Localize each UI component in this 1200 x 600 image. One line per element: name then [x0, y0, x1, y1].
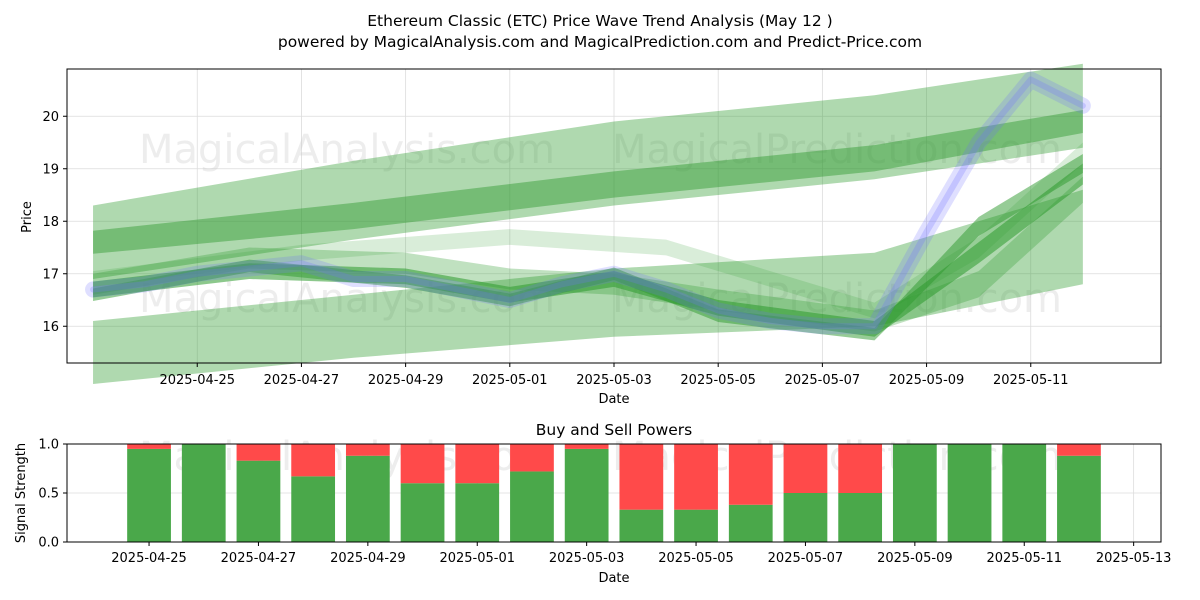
buy-power-bar [181, 444, 226, 542]
y-tick-label: 1.0 [38, 438, 59, 453]
price-chart: MagicalAnalysis.com MagicalPrediction.co… [20, 63, 1162, 407]
sell-power-bar [564, 444, 609, 449]
y-tick-label: 18 [42, 215, 59, 230]
wave-band [93, 109, 1083, 254]
buy-power-bar [892, 444, 937, 542]
y-tick-label: 19 [42, 162, 59, 177]
buy-power-bar [728, 504, 773, 542]
x-tick-label: 2025-05-01 [439, 551, 515, 566]
price-series-line [85, 71, 1091, 335]
chart-title-line2: powered by MagicalAnalysis.com and Magic… [278, 33, 922, 51]
buy-power-bar [1057, 455, 1101, 542]
buy-power-bar [1002, 444, 1047, 542]
x-tick-label: 2025-05-09 [877, 551, 953, 566]
x-tick-label: 2025-05-11 [993, 373, 1069, 388]
x-tick-label: 2025-04-27 [264, 373, 340, 388]
x-tick-label: 2025-04-25 [111, 551, 187, 566]
x-tick-label: 2025-04-29 [330, 551, 406, 566]
price-chart-x-ticks: 2025-04-25 2025-04-27 2025-04-29 2025-05-01… [159, 363, 1069, 388]
buy-power-bar [783, 493, 828, 542]
buy-power-bar [947, 444, 992, 542]
watermark-text: MagicalPrediction.com [612, 127, 1062, 173]
wave-band [93, 176, 1083, 332]
sell-power-bar [728, 444, 773, 505]
sell-power-bar [1057, 444, 1101, 456]
price-series-line [90, 76, 1086, 330]
price-chart-xlabel: Date [598, 392, 629, 407]
signal-chart-xlabel: Date [598, 571, 629, 586]
sell-power-bar [455, 444, 500, 484]
signal-chart-x-ticks: 2025-04-25 2025-04-27 2025-04-29 2025-05-01… [111, 542, 1171, 566]
signal-chart-ylabel: Signal Strength [14, 443, 29, 543]
sell-power-bar [400, 444, 445, 484]
signal-chart-y-ticks: 0.0 0.5 1.0 [38, 438, 67, 551]
x-tick-label: 2025-05-13 [1096, 551, 1172, 566]
sell-power-bar [619, 444, 664, 510]
y-tick-label: 17 [42, 267, 59, 282]
signal-chart-title: Buy and Sell Powers [536, 421, 693, 439]
sell-power-bar [127, 444, 171, 449]
sell-power-bar [783, 444, 828, 493]
signal-bars [127, 444, 1101, 542]
buy-power-bar [236, 460, 281, 542]
x-tick-label: 2025-05-07 [768, 551, 844, 566]
sell-power-bar [838, 444, 883, 493]
x-tick-label: 2025-05-05 [658, 551, 734, 566]
signal-chart: Buy and Sell Powers MagicalAnalysis.com … [14, 421, 1171, 586]
y-tick-label: 0.5 [38, 487, 59, 502]
x-tick-label: 2025-05-01 [472, 373, 548, 388]
x-tick-label: 2025-04-29 [368, 373, 444, 388]
y-tick-label: 16 [42, 320, 59, 335]
price-chart-y-ticks: 16 17 18 19 20 [42, 110, 67, 335]
sell-power-bar [674, 444, 718, 510]
price-line-group [85, 71, 1091, 335]
chart-title-line1: Ethereum Classic (ETC) Price Wave Trend … [367, 12, 832, 30]
x-tick-label: 2025-05-03 [576, 373, 652, 388]
buy-power-bar [510, 471, 554, 542]
buy-power-bar [127, 448, 171, 542]
buy-power-bar [455, 483, 500, 542]
wave-bands [93, 63, 1083, 384]
sell-power-bar [236, 444, 281, 461]
buy-power-bar [564, 448, 609, 542]
buy-power-bar [838, 493, 883, 542]
price-chart-ylabel: Price [20, 201, 35, 233]
wave-band [93, 63, 1083, 279]
x-tick-label: 2025-05-07 [785, 373, 861, 388]
buy-power-bar [619, 509, 664, 542]
y-tick-label: 0.0 [38, 536, 59, 551]
sell-power-bar [510, 444, 554, 472]
x-tick-label: 2025-05-05 [680, 373, 756, 388]
x-tick-label: 2025-04-25 [159, 373, 235, 388]
watermark-text: MagicalAnalysis.com [139, 127, 555, 173]
sell-power-bar [291, 444, 336, 477]
buy-power-bar [345, 455, 390, 542]
x-tick-label: 2025-05-03 [549, 551, 625, 566]
y-tick-label: 20 [42, 110, 59, 125]
buy-power-bar [291, 476, 336, 542]
buy-power-bar [400, 483, 445, 542]
sell-power-bar [345, 444, 390, 456]
x-tick-label: 2025-04-27 [221, 551, 297, 566]
x-tick-label: 2025-05-11 [986, 551, 1062, 566]
x-tick-label: 2025-05-09 [889, 373, 965, 388]
buy-power-bar [674, 509, 718, 542]
